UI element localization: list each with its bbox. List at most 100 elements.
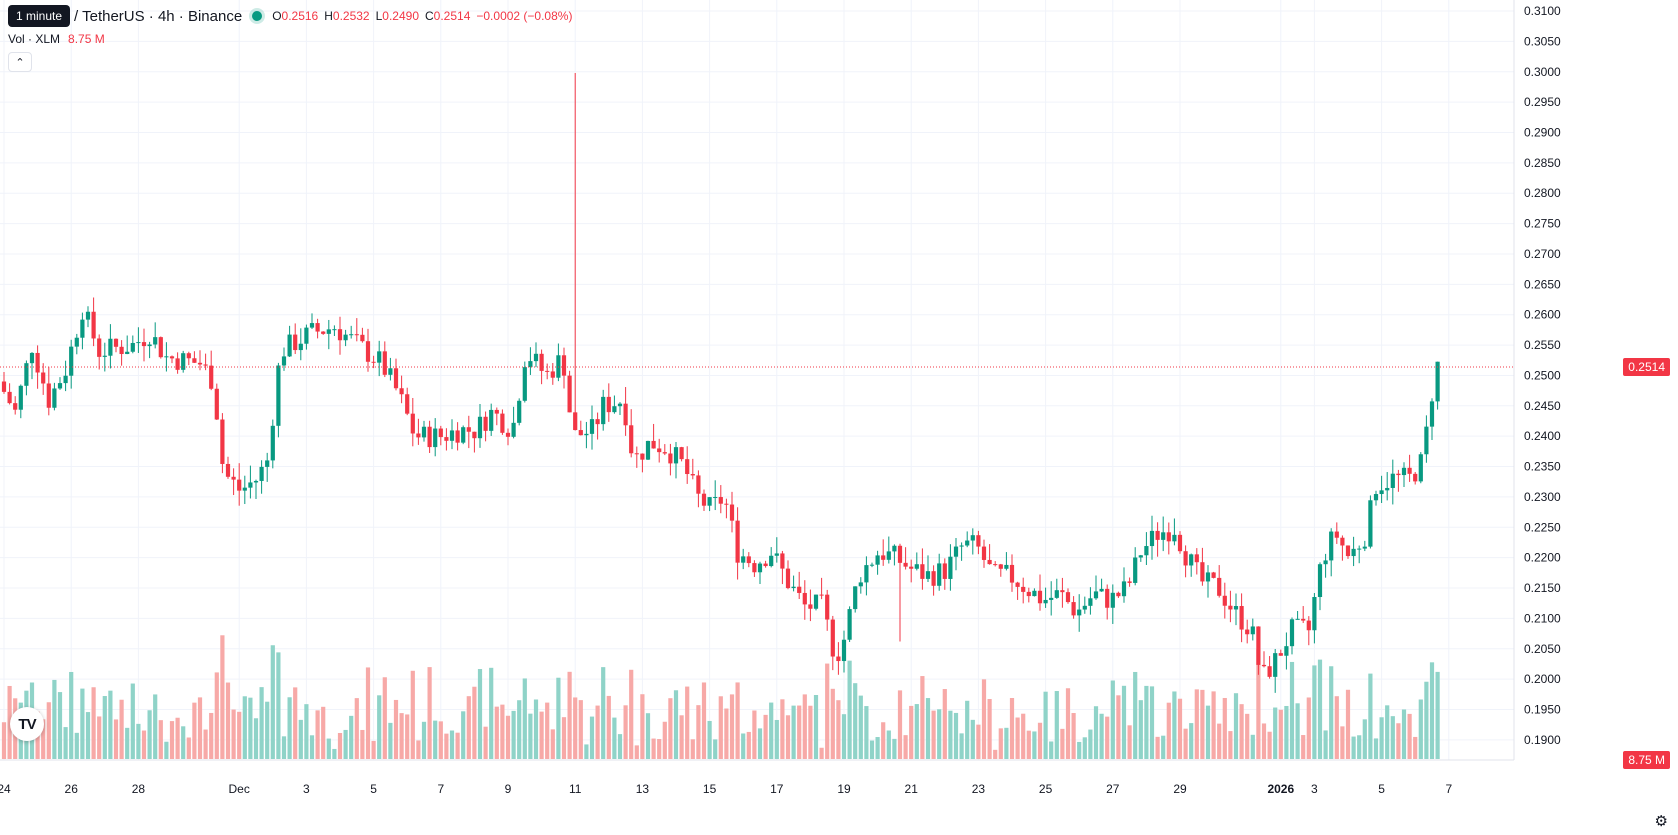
candle-body xyxy=(892,545,897,552)
price-tick-label: 0.2550 xyxy=(1524,338,1561,352)
volume-bar xyxy=(102,696,107,759)
candle-body xyxy=(757,563,763,573)
volume-bar xyxy=(421,721,427,759)
candle-body xyxy=(948,556,953,579)
candle-body xyxy=(886,551,891,560)
candle-body xyxy=(965,540,970,546)
volume-value: 8.75 M xyxy=(68,32,105,46)
candle-body xyxy=(421,426,427,438)
candle-body xyxy=(668,453,673,464)
volume-bar xyxy=(881,722,886,759)
candle-body xyxy=(360,334,365,342)
time-tick-label: 26 xyxy=(65,782,79,796)
volume-bar xyxy=(1054,691,1059,759)
tradingview-logo[interactable]: TV xyxy=(10,707,44,741)
candle-body xyxy=(113,338,119,347)
candle-body xyxy=(780,553,785,569)
volume-bars xyxy=(1,635,1440,759)
volume-bar xyxy=(601,667,606,759)
volume-bar xyxy=(1312,665,1317,759)
price-axis[interactable]: 0.3100 0.3050 0.3000 0.2950 0.2900 0.2850 0.28… xyxy=(1513,0,1561,760)
candle-body xyxy=(746,556,751,564)
candle-body xyxy=(1401,467,1407,476)
time-tick-label: 13 xyxy=(636,782,650,796)
volume-bar xyxy=(113,719,119,759)
volume-bar xyxy=(1413,736,1418,759)
candle-body xyxy=(1407,467,1412,474)
candle-body xyxy=(343,334,348,341)
volume-bar xyxy=(7,685,12,759)
volume-bar xyxy=(931,710,936,759)
volume-bar xyxy=(903,735,908,759)
volume-bar xyxy=(668,698,673,759)
candle-body xyxy=(377,351,382,363)
volume-bar xyxy=(1166,702,1171,759)
candle-body xyxy=(80,319,85,338)
price-tick-label: 0.2000 xyxy=(1524,672,1561,686)
volume-bar xyxy=(444,733,449,759)
candle-body xyxy=(1082,605,1087,610)
volume-legend[interactable]: Vol · XLM 8.75 M xyxy=(8,32,105,46)
candle-body xyxy=(461,427,466,443)
candle-body xyxy=(925,571,931,579)
candle-body xyxy=(147,344,152,347)
candle-body xyxy=(1032,590,1037,597)
volume-bar xyxy=(1289,661,1295,759)
candle-body xyxy=(1435,361,1440,402)
volume-bar xyxy=(998,728,1003,759)
volume-bar xyxy=(410,670,415,759)
candle-body xyxy=(410,413,415,434)
volume-bar xyxy=(1317,659,1323,759)
volume-bar xyxy=(987,699,992,759)
candle-body xyxy=(1194,554,1199,563)
candle-body xyxy=(416,433,421,438)
candle-body xyxy=(1357,548,1362,550)
candle-body xyxy=(819,594,824,596)
candle-body xyxy=(1144,546,1149,556)
volume-bar xyxy=(1144,685,1149,759)
time-tick-label: 5 xyxy=(1378,782,1385,796)
volume-bar xyxy=(1133,671,1138,759)
volume-bar xyxy=(1233,693,1239,759)
candle-body xyxy=(433,428,438,448)
market-status-icon[interactable] xyxy=(252,11,263,21)
collapse-legend-button[interactable]: ⌃ xyxy=(8,52,32,72)
time-tick-label: 2026 xyxy=(1267,782,1294,796)
volume-bar xyxy=(466,696,471,759)
volume-bar xyxy=(847,660,852,759)
time-axis[interactable]: 24 26 28 Dec 3 5 7 9 11 13 15 17 19 21 23 25 27 29 2026 3 5 7 xyxy=(0,759,1514,796)
candle-body xyxy=(203,364,208,366)
candle-body xyxy=(326,329,331,334)
symbol-title[interactable]: / TetherUS · 4h · Binance xyxy=(74,7,243,25)
volume-bar xyxy=(1334,696,1339,759)
volume-bar xyxy=(265,701,270,759)
volume-bar xyxy=(1172,691,1177,759)
gear-icon[interactable]: ⚙ xyxy=(1654,813,1668,830)
candle-body xyxy=(623,403,628,426)
candle-body xyxy=(847,609,852,640)
volume-bar xyxy=(371,740,376,759)
candle-body xyxy=(595,419,600,425)
candle-body xyxy=(1127,581,1132,583)
volume-bar xyxy=(365,667,371,759)
volume-bar xyxy=(63,727,68,759)
volume-bar xyxy=(1032,731,1037,759)
candle-body xyxy=(645,440,651,460)
volume-bar xyxy=(147,710,152,759)
volume-bar xyxy=(169,721,175,759)
volume-bar xyxy=(965,700,970,759)
candle-body xyxy=(718,497,723,504)
price-tick-label: 0.2750 xyxy=(1524,217,1561,231)
volume-bar xyxy=(175,717,180,759)
candle-body xyxy=(1368,500,1373,547)
volume-bar xyxy=(416,740,421,759)
candle-body xyxy=(1071,602,1076,616)
volume-bar xyxy=(405,714,410,759)
candle-body xyxy=(1037,590,1043,604)
candle-body xyxy=(578,430,583,436)
candle-body xyxy=(937,563,942,586)
candle-body xyxy=(315,323,320,332)
volume-bar xyxy=(1329,666,1334,759)
candle-body xyxy=(1149,530,1155,547)
